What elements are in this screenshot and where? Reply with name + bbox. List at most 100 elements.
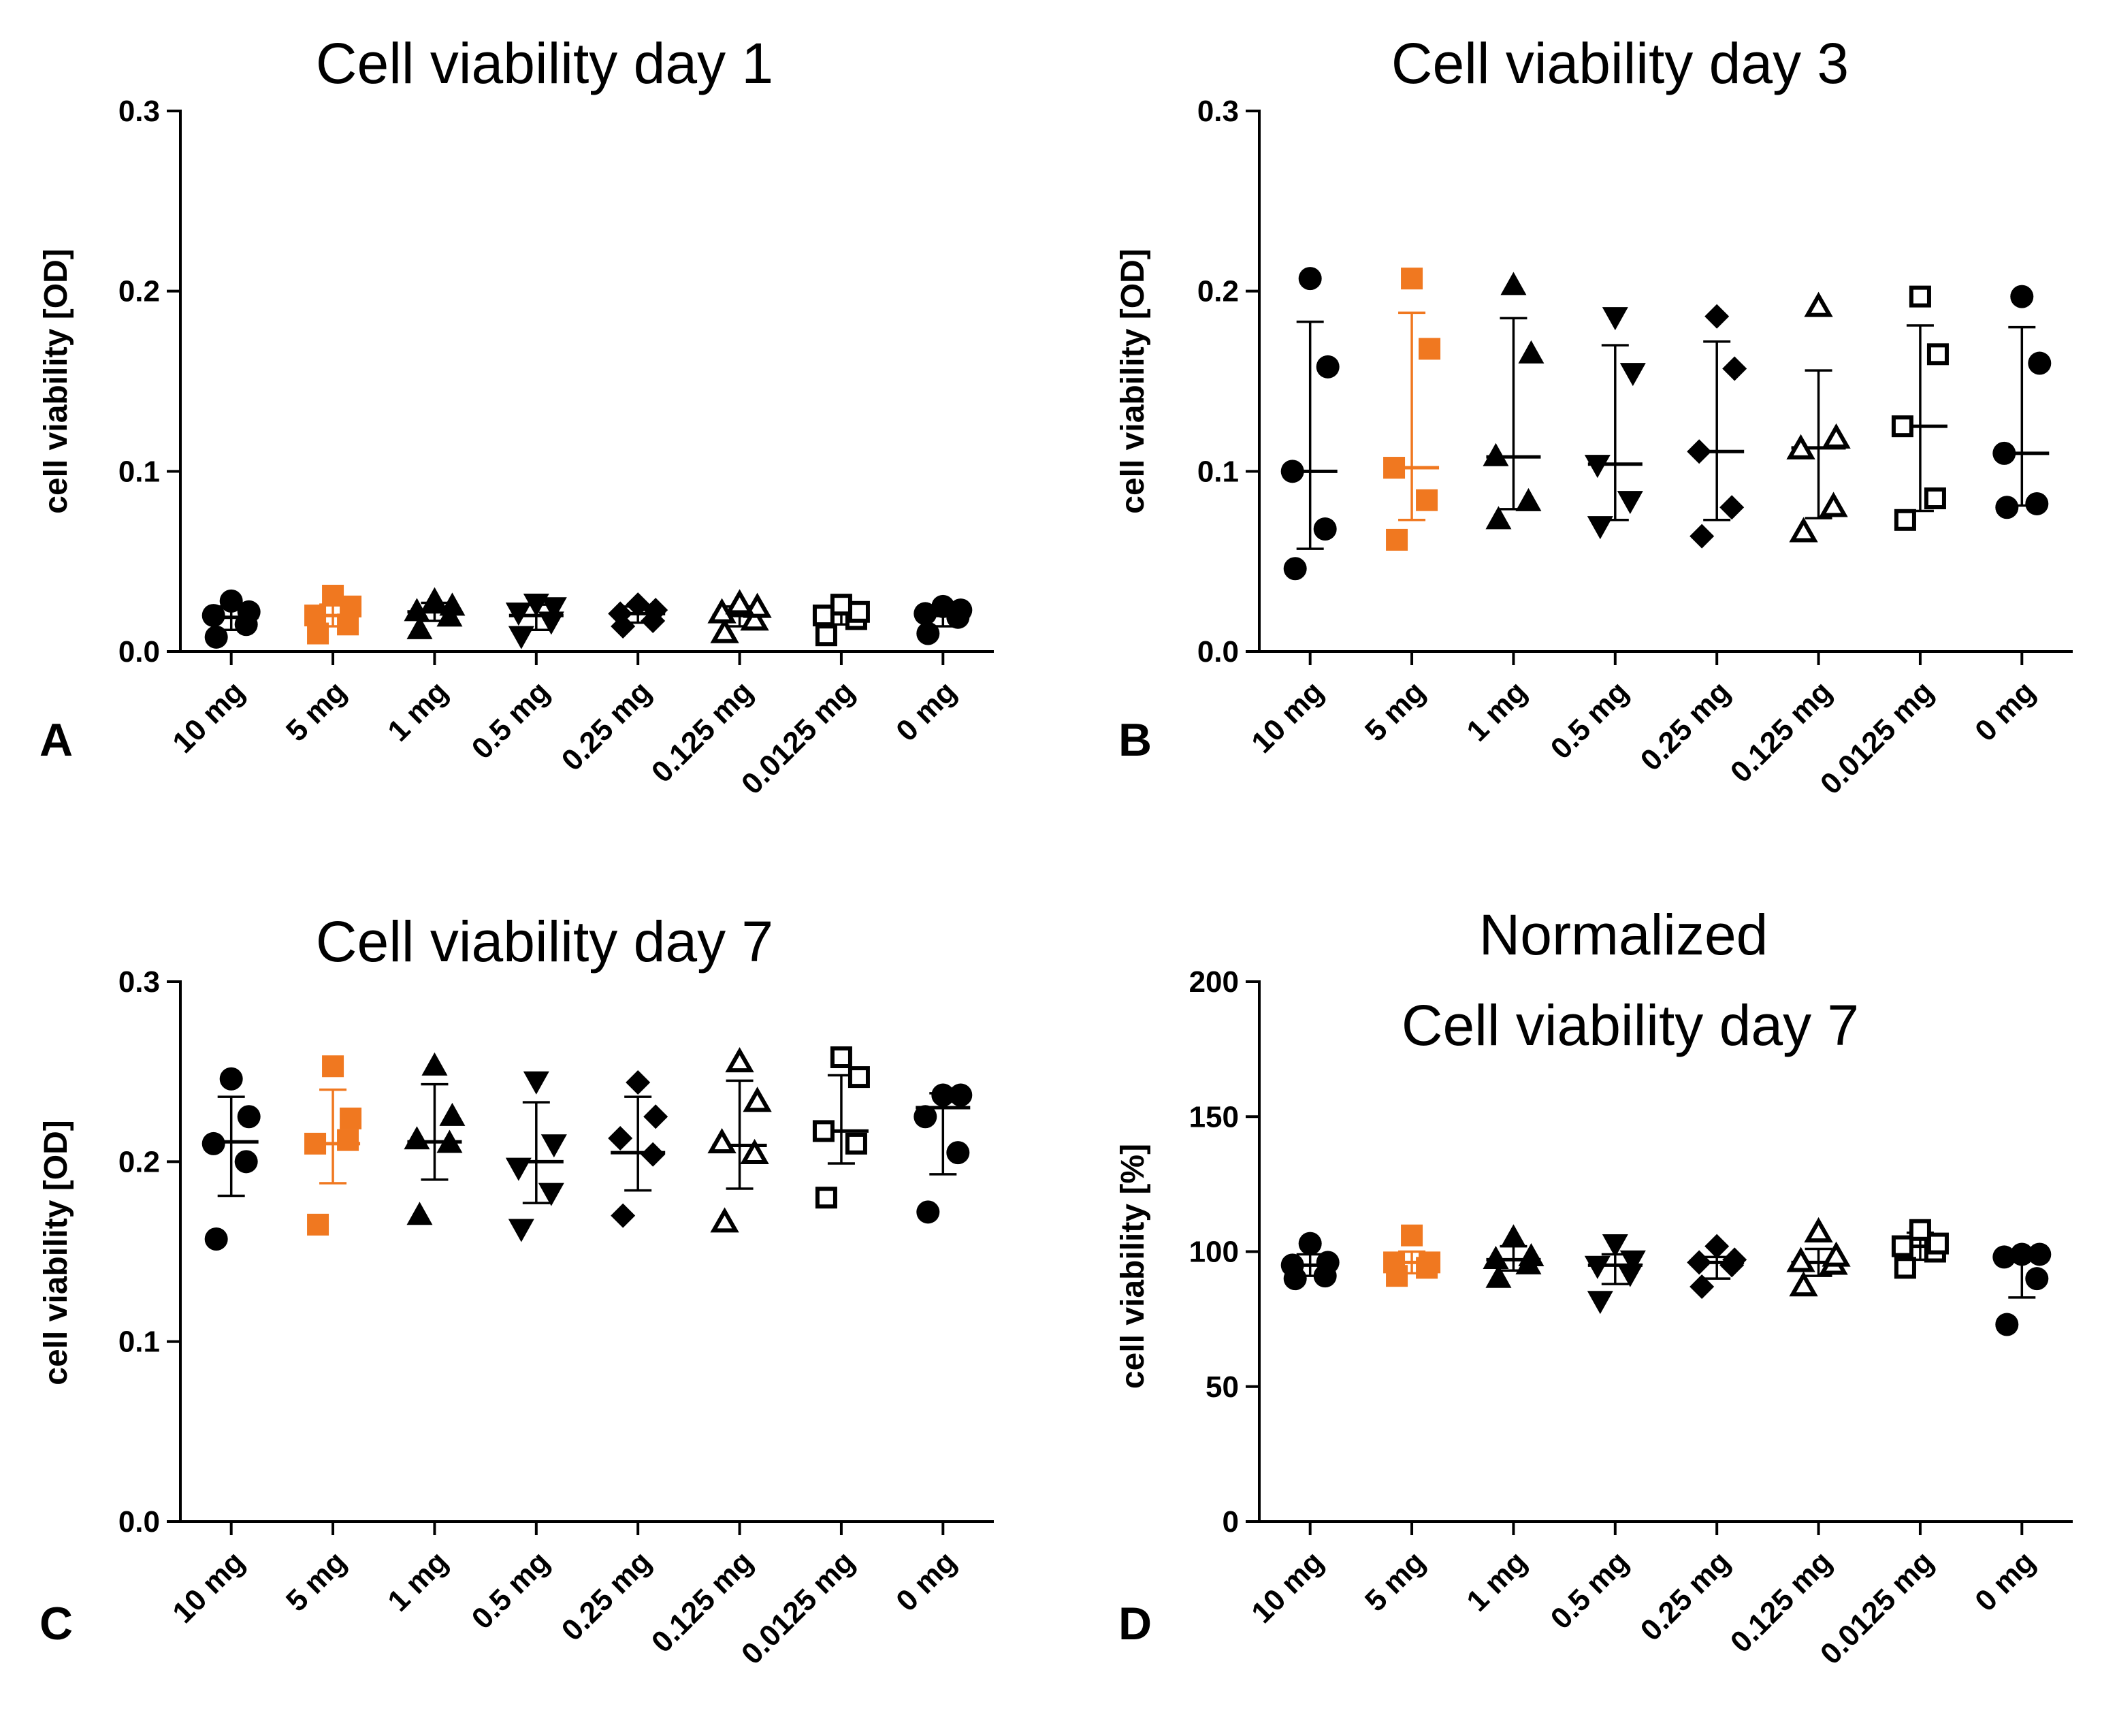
- series-0.125-mg: [707, 1047, 772, 1233]
- series-10-mg: [201, 589, 261, 649]
- data-point: [1485, 1264, 1512, 1288]
- data-point: [421, 587, 448, 611]
- data-point: [1891, 1235, 1913, 1257]
- data-point: [406, 615, 433, 639]
- data-point: [1617, 1264, 1643, 1287]
- data-point: [830, 594, 852, 616]
- panel-a-plot-area: 0.00.10.20.310 mg 5 mg 1 mg 0.5 mg0.25 mg0.…: [118, 95, 994, 801]
- series-0.5-mg: [505, 593, 567, 649]
- series-0.0125-mg: [812, 594, 870, 647]
- data-point: [949, 1083, 973, 1107]
- data-point: [1689, 1274, 1715, 1300]
- panel-b-ylabel: cell viability [OD]: [1115, 248, 1151, 513]
- panel-b-letter: B: [1118, 714, 1152, 766]
- series-5-mg: [304, 584, 362, 645]
- data-point: [508, 1219, 534, 1242]
- series-0.25-mg: [608, 1070, 668, 1228]
- series-0.125-mg: [1786, 291, 1851, 543]
- series-0.0125-mg: [812, 1046, 870, 1209]
- series-1-mg: [404, 587, 466, 639]
- data-point: [1687, 1250, 1712, 1275]
- data-point: [1280, 460, 1304, 483]
- data-point: [436, 1129, 463, 1153]
- series-0.0125-mg: [1891, 1219, 1949, 1279]
- data-point: [201, 604, 225, 628]
- panel-d-title: Normalized: [1479, 903, 1768, 967]
- y-tick-label: 0.0: [1197, 635, 1239, 669]
- data-point: [1789, 517, 1818, 543]
- x-tick-label: 5 mg: [280, 1545, 353, 1618]
- data-point: [608, 601, 633, 626]
- data-point: [1926, 343, 1949, 366]
- data-point: [830, 1046, 852, 1069]
- data-point: [707, 1128, 737, 1154]
- data-point: [1909, 1219, 1931, 1241]
- series-0.125-mg: [707, 589, 772, 643]
- series-1-mg: [404, 1052, 466, 1225]
- data-point: [1992, 1245, 2016, 1269]
- data-point: [815, 1187, 837, 1209]
- data-point: [913, 602, 937, 626]
- data-point: [946, 1141, 970, 1165]
- series-0.0125-mg: [1891, 285, 1949, 531]
- data-point: [2010, 285, 2034, 308]
- data-point: [1298, 1232, 1322, 1255]
- data-point: [1483, 443, 1509, 466]
- data-point: [847, 1066, 870, 1089]
- series-0.125-mg: [1786, 1217, 1851, 1297]
- panel-b-plot-area: 0.00.10.20.310 mg 5 mg 1 mg 0.5 mg0.25 mg0.…: [1197, 95, 2073, 801]
- x-tick-label: 10 mg: [1245, 675, 1330, 760]
- y-tick-label: 0.1: [118, 1325, 160, 1359]
- panel-a: Cell viability day 1 cell viability [OD]…: [38, 31, 994, 801]
- data-point: [743, 1087, 772, 1112]
- x-tick-label: 0 mg: [890, 1545, 963, 1618]
- data-point: [2025, 492, 2049, 515]
- data-point: [1483, 1245, 1509, 1269]
- series-0-mg: [913, 594, 973, 645]
- data-point: [1891, 415, 1913, 438]
- data-point: [725, 1047, 754, 1073]
- data-point: [916, 622, 940, 645]
- data-point: [322, 584, 344, 607]
- data-point: [1687, 439, 1712, 464]
- data-point: [1316, 1251, 1340, 1274]
- data-point: [913, 1105, 937, 1129]
- series-0-mg: [1992, 1242, 2052, 1336]
- y-tick-label: 0.0: [118, 635, 160, 669]
- data-point: [1584, 455, 1611, 479]
- data-point: [1822, 1241, 1851, 1267]
- panel-c-letter: C: [39, 1598, 73, 1650]
- series-5-mg: [1383, 1224, 1441, 1287]
- data-point: [1401, 1224, 1423, 1247]
- data-point: [2025, 1267, 2049, 1291]
- data-point: [237, 1105, 261, 1129]
- data-point: [2028, 1242, 2052, 1266]
- data-point: [304, 1132, 327, 1155]
- data-point: [626, 592, 651, 617]
- x-tick-label: 0.25 mg: [555, 675, 658, 777]
- data-point: [337, 1129, 359, 1151]
- y-tick-label: 100: [1189, 1236, 1239, 1269]
- series-0.25-mg: [1687, 304, 1747, 549]
- panel-d-letter: D: [1118, 1598, 1152, 1650]
- data-point: [538, 611, 564, 635]
- series-1-mg: [1483, 272, 1545, 530]
- data-point: [1617, 491, 1643, 515]
- series-0-mg: [1992, 285, 2052, 519]
- data-point: [421, 1052, 448, 1076]
- data-point: [641, 1142, 666, 1167]
- data-point: [710, 1207, 739, 1233]
- x-tick-label: 5 mg: [1359, 675, 1432, 748]
- data-point: [1789, 1271, 1818, 1297]
- y-tick-label: 0.2: [118, 1145, 160, 1178]
- data-point: [815, 624, 837, 647]
- data-point: [608, 1125, 633, 1151]
- data-point: [1819, 492, 1848, 517]
- data-point: [404, 598, 430, 622]
- data-point: [1383, 457, 1406, 479]
- data-point: [201, 1131, 225, 1155]
- x-tick-label: 0.5 mg: [1545, 1545, 1635, 1635]
- x-tick-label: 5 mg: [280, 675, 353, 748]
- y-tick-label: 0.1: [1197, 455, 1239, 488]
- data-point: [1909, 285, 1931, 308]
